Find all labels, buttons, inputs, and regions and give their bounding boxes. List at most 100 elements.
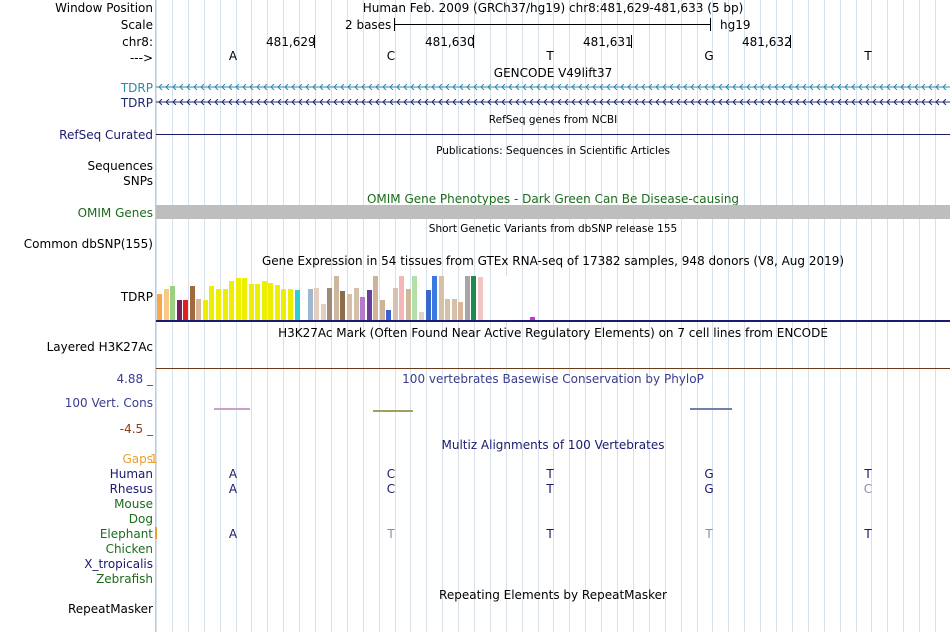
gtex-tissue-bar[interactable] [399, 276, 405, 320]
multiz-species-label[interactable]: Human [109, 467, 153, 481]
gtex-tissue-bar[interactable] [497, 294, 503, 320]
gtex-tissue-bar[interactable] [386, 310, 392, 320]
omim-gene-feature[interactable] [156, 205, 950, 219]
omim-track-label[interactable]: OMIM Genes [77, 206, 153, 220]
gtex-tissue-bar[interactable] [353, 288, 359, 320]
gtex-track-title[interactable]: Gene Expression in 54 tissues from GTEx … [261, 254, 845, 268]
gtex-tissue-bar[interactable] [170, 286, 176, 320]
gtex-tissue-bar[interactable] [327, 288, 333, 320]
gtex-tissue-bar[interactable] [157, 294, 162, 320]
gtex-tissue-bar[interactable] [445, 299, 451, 320]
gtex-tissue-bar[interactable] [471, 276, 477, 320]
gtex-tissue-bar[interactable] [464, 276, 470, 320]
gtex-tissue-bar[interactable] [248, 284, 254, 320]
gtex-tissue-bar[interactable] [235, 278, 241, 320]
multiz-species-label[interactable]: Zebrafish [96, 572, 153, 586]
gtex-tissue-bar[interactable] [379, 300, 385, 320]
gtex-tissue-bar[interactable] [274, 285, 280, 320]
gtex-tissue-bar[interactable] [163, 289, 169, 320]
multiz-species-label[interactable]: Chicken [105, 542, 153, 556]
gtex-tissue-bar[interactable] [392, 288, 398, 320]
multiz-species-label[interactable]: Mouse [114, 497, 153, 511]
gtex-tissue-bar[interactable] [432, 276, 438, 320]
gtex-tissue-bar[interactable] [366, 290, 372, 320]
gencode-track-label[interactable]: TDRP [120, 81, 153, 95]
gtex-tissue-bar[interactable] [517, 289, 523, 320]
gtex-tissue-bar[interactable] [294, 290, 300, 320]
gtex-tissue-bar[interactable] [458, 302, 464, 320]
strand-arrow-icon [641, 99, 646, 105]
conservation-score-bar[interactable] [373, 410, 413, 412]
gtex-tissue-bar[interactable] [268, 283, 274, 320]
omim-track-title[interactable]: OMIM Gene Phenotypes - Dark Green Can Be… [366, 192, 740, 206]
gtex-tissue-bar[interactable] [360, 297, 366, 320]
publications-track-label[interactable]: Sequences [87, 159, 153, 173]
conservation-score-bar[interactable] [214, 408, 250, 410]
gtex-tissue-bar[interactable] [412, 276, 418, 320]
gtex-tissue-bar[interactable] [307, 289, 313, 320]
gtex-tissue-bar[interactable] [438, 276, 444, 320]
gtex-tissue-bar[interactable] [419, 312, 424, 320]
gtex-tissue-bar[interactable] [183, 300, 189, 320]
gencode-track-title[interactable]: GENCODE V49lift37 [493, 66, 613, 80]
multiz-species-label[interactable]: Rhesus [109, 482, 153, 496]
gtex-tissue-bar[interactable] [530, 317, 536, 320]
dbsnp-track-title[interactable]: Short Genetic Variants from dbSNP releas… [428, 223, 678, 235]
multiz-species-label[interactable]: X_tropicalis [84, 557, 153, 571]
gtex-tissue-bar[interactable] [405, 289, 411, 320]
conservation-track-title[interactable]: 100 vertebrates Basewise Conservation by… [402, 372, 704, 386]
gencode-transcript-feature[interactable] [156, 99, 950, 105]
gtex-gene-feature[interactable] [156, 320, 950, 322]
gtex-tissue-bar[interactable] [229, 281, 235, 320]
gtex-tissue-bar[interactable] [301, 289, 307, 320]
gtex-tissue-bar[interactable] [202, 300, 208, 320]
gtex-tissue-bar[interactable] [320, 304, 326, 320]
gtex-expression-chart[interactable] [156, 267, 950, 321]
gtex-tissue-bar[interactable] [288, 289, 293, 320]
publications-track-title[interactable]: Publications: Sequences in Scientific Ar… [436, 145, 670, 157]
gtex-tissue-bar[interactable] [484, 293, 490, 320]
h3k27ac-track-label[interactable]: Layered H3K27Ac [46, 340, 153, 354]
multiz-species-label[interactable]: Gaps [122, 452, 153, 466]
dbsnp-track-label[interactable]: Common dbSNP(155) [23, 237, 153, 251]
repeatmasker-track-title[interactable]: Repeating Elements by RepeatMasker [439, 588, 667, 602]
multiz-track-title[interactable]: Multiz Alignments of 100 Vertebrates [441, 438, 665, 452]
gtex-tissue-bar[interactable] [346, 294, 352, 320]
refseq-track-title[interactable]: RefSeq genes from NCBI [488, 114, 618, 126]
gtex-tissue-bar[interactable] [281, 289, 287, 320]
gtex-tissue-bar[interactable] [189, 286, 195, 320]
refseq-gene-feature[interactable] [156, 134, 950, 135]
gtex-tissue-bar[interactable] [340, 291, 346, 320]
gencode-track-label[interactable]: TDRP [120, 96, 153, 110]
gtex-tissue-bar[interactable] [255, 284, 261, 320]
refseq-track-label[interactable]: RefSeq Curated [59, 128, 153, 142]
conservation-track-label[interactable]: 100 Vert. Cons [64, 396, 153, 410]
gtex-tissue-bar[interactable] [261, 281, 267, 320]
gtex-track-label[interactable]: TDRP [120, 290, 153, 304]
h3k27ac-track-title[interactable]: H3K27Ac Mark (Often Found Near Active Re… [278, 326, 828, 340]
repeatmasker-track-label[interactable]: RepeatMasker [67, 602, 153, 616]
gtex-tissue-bar[interactable] [451, 299, 457, 320]
h3k27ac-signal-baseline[interactable] [156, 368, 950, 369]
gtex-tissue-bar[interactable] [176, 300, 182, 320]
gtex-tissue-bar[interactable] [425, 290, 431, 320]
gtex-tissue-bar[interactable] [222, 289, 228, 320]
gtex-tissue-bar[interactable] [333, 276, 339, 320]
conservation-score-bar[interactable] [690, 408, 732, 410]
gtex-tissue-bar[interactable] [510, 272, 516, 320]
gtex-tissue-bar[interactable] [196, 299, 202, 320]
gtex-tissue-bar[interactable] [373, 276, 379, 320]
multiz-species-label[interactable]: Dog [128, 512, 153, 526]
gtex-tissue-bar[interactable] [314, 288, 320, 320]
gtex-tissue-bar[interactable] [504, 276, 510, 320]
gtex-tissue-bar[interactable] [477, 277, 483, 320]
gencode-transcript-feature[interactable] [156, 84, 950, 90]
gtex-tissue-bar[interactable] [491, 294, 497, 320]
publications-track-label[interactable]: SNPs [123, 174, 153, 188]
gtex-tissue-bar[interactable] [215, 289, 221, 320]
gtex-tissue-bar[interactable] [242, 278, 248, 320]
multiz-species-label[interactable]: Elephant [99, 527, 153, 541]
gtex-tissue-bar[interactable] [523, 276, 529, 320]
gtex-tissue-bar[interactable] [209, 286, 215, 320]
